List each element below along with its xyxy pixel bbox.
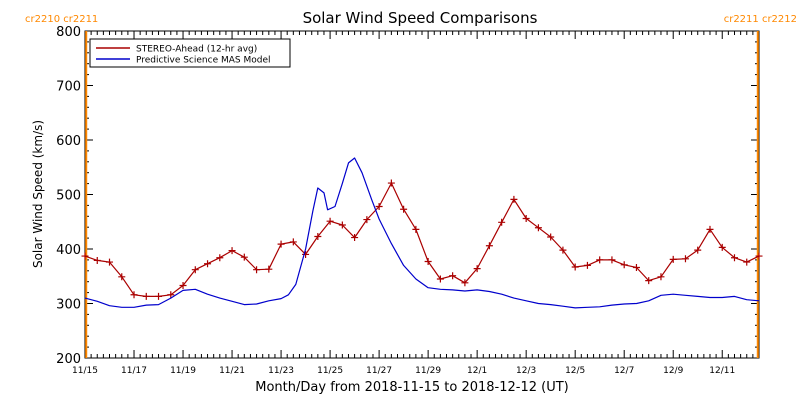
- x-tick-label: 12/7: [614, 366, 634, 376]
- data-point: [681, 255, 689, 263]
- data-point: [387, 179, 395, 187]
- data-point: [277, 240, 285, 248]
- data-point: [485, 242, 493, 250]
- y-axis-label: Solar Wind Speed (km/s): [31, 120, 45, 268]
- data-point: [167, 291, 175, 299]
- y-tick-label: 800: [56, 25, 81, 40]
- chart-title: Solar Wind Speed Comparisons: [303, 9, 538, 27]
- data-point: [718, 243, 726, 251]
- x-tick-label: 11/25: [317, 366, 343, 376]
- data-point: [142, 292, 150, 300]
- data-point: [130, 291, 138, 299]
- legend: STEREO-Ahead (12-hr avg)Predictive Scien…: [89, 38, 291, 68]
- data-point: [81, 252, 89, 260]
- data-point: [510, 195, 518, 203]
- x-tick-label: 11/15: [72, 366, 98, 376]
- data-point: [326, 217, 334, 225]
- x-tick-label: 11/23: [268, 366, 294, 376]
- plot-area: 200 300 400 500 600 700 800 11/15 11/17 11/19 11/2…: [25, 14, 797, 376]
- x-tick-label: 11/17: [121, 366, 147, 376]
- carrington-label-2: cr2211 cr2212: [724, 14, 797, 25]
- data-point: [498, 218, 506, 226]
- data-point: [449, 272, 457, 280]
- x-tick-label: 12/3: [516, 366, 536, 376]
- data-point: [351, 234, 359, 242]
- y-tick-label: 600: [56, 134, 81, 149]
- x-tick-label: 11/29: [415, 366, 441, 376]
- data-point: [522, 214, 530, 222]
- data-point: [620, 261, 628, 269]
- y-tick-label: 300: [56, 298, 81, 313]
- x-tick-label: 12/5: [565, 366, 585, 376]
- plot-frame: [84, 30, 760, 359]
- data-point: [240, 253, 248, 261]
- data-point: [669, 255, 677, 263]
- data-point: [106, 258, 114, 266]
- y-tick-label: 400: [56, 243, 81, 258]
- data-point: [400, 205, 408, 213]
- data-point: [547, 233, 555, 241]
- x-tick-label: 12/9: [663, 366, 683, 376]
- data-point: [424, 258, 432, 266]
- data-point: [632, 264, 640, 272]
- x-axis-label: Month/Day from 2018-11-15 to 2018-12-12 …: [255, 380, 568, 395]
- x-tick-label: 11/21: [219, 366, 245, 376]
- data-point: [191, 266, 199, 274]
- data-point: [216, 254, 224, 262]
- series-line-1: [84, 182, 760, 297]
- data-point: [155, 292, 163, 300]
- data-point: [363, 216, 371, 224]
- data-point: [473, 265, 481, 273]
- data-point: [596, 256, 604, 264]
- data-point: [583, 261, 591, 269]
- data-point: [204, 260, 212, 268]
- data-point: [93, 256, 101, 264]
- data-point: [302, 250, 310, 258]
- x-tick-label: 12/11: [709, 366, 735, 376]
- legend-label-1: STEREO-Ahead (12-hr avg): [136, 45, 257, 55]
- y-tick-label: 700: [56, 80, 81, 95]
- data-point: [559, 246, 567, 254]
- data-point: [253, 266, 261, 274]
- data-point: [645, 277, 653, 285]
- y-tick-label: 200: [56, 352, 81, 367]
- data-point: [338, 221, 346, 229]
- data-point: [743, 258, 751, 266]
- data-point: [461, 279, 469, 287]
- data-point: [289, 238, 297, 246]
- data-point: [314, 232, 322, 240]
- data-point: [534, 224, 542, 232]
- data-point: [436, 275, 444, 283]
- legend-box: [89, 38, 291, 68]
- data-point: [657, 273, 665, 281]
- data-point: [608, 256, 616, 264]
- carrington-label-1: cr2210 cr2211: [25, 14, 98, 25]
- x-tick-label: 11/19: [170, 366, 196, 376]
- data-point: [730, 254, 738, 262]
- data-point: [412, 225, 420, 233]
- data-point: [375, 202, 383, 210]
- data-point: [694, 246, 702, 254]
- series-line-2: [84, 157, 760, 309]
- data-point: [228, 247, 236, 255]
- data-point: [179, 282, 187, 290]
- legend-label-2: Predictive Science MAS Model: [136, 56, 271, 66]
- data-point: [571, 263, 579, 271]
- data-point: [265, 265, 273, 273]
- x-tick-label: 12/1: [467, 366, 487, 376]
- x-tick-label: 11/27: [366, 366, 392, 376]
- data-point: [118, 273, 126, 281]
- data-point: [706, 225, 714, 233]
- y-tick-label: 500: [56, 189, 81, 204]
- data-point: [755, 252, 763, 260]
